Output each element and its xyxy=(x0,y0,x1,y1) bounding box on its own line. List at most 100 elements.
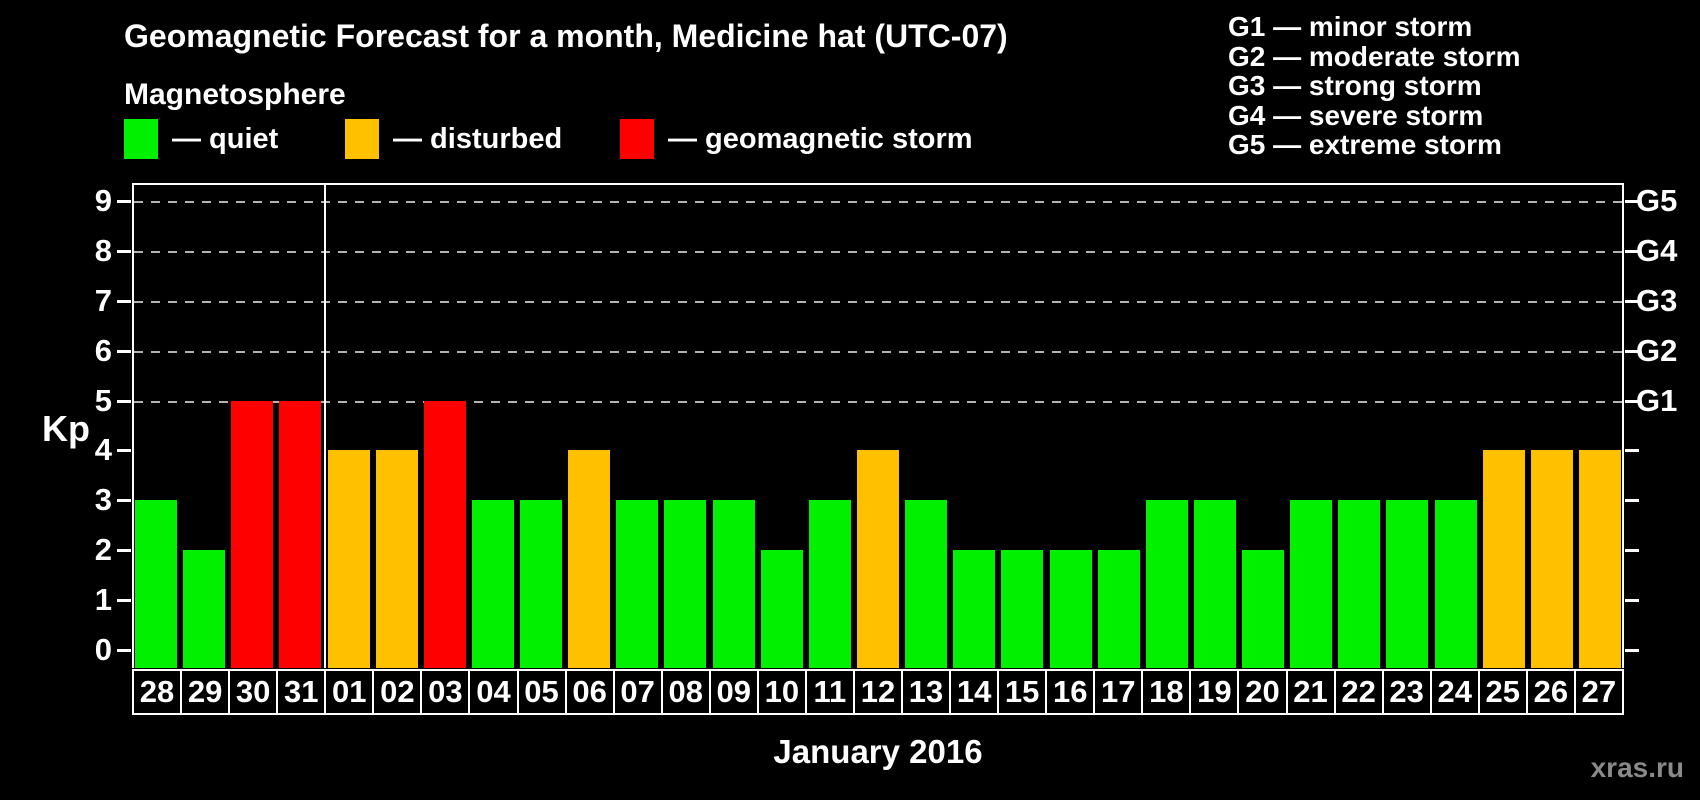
y-axis-tick-6 xyxy=(117,349,131,353)
legend-item-label: — quiet xyxy=(172,122,279,155)
y-axis-label-1: 1 xyxy=(94,582,112,618)
storm-scale-legend-line-g5: G5 — extreme storm xyxy=(1228,129,1502,161)
right-axis-tick-5 xyxy=(1625,399,1639,403)
kp-bar-day-14 xyxy=(953,550,996,668)
y-axis-label-2: 2 xyxy=(94,532,112,568)
right-axis-label-g1: G1 xyxy=(1636,382,1678,418)
day-label-03: 03 xyxy=(420,669,471,715)
kp-bar-day-01 xyxy=(327,450,370,668)
x-axis-day-labels: 28 29 30 31 01 02 03 04 05 06 07 08 09 10 11 12 13 14 15 16… xyxy=(132,669,1624,715)
y-axis-tick-3 xyxy=(117,499,131,503)
day-label-29: 29 xyxy=(180,669,231,715)
kp-bar-day-08 xyxy=(664,500,707,668)
day-label-23: 23 xyxy=(1381,669,1432,715)
day-label-16: 16 xyxy=(1045,669,1096,715)
kp-bar-day-31 xyxy=(279,400,322,668)
right-axis-tick-3 xyxy=(1625,499,1639,503)
kp-bar-day-19 xyxy=(1193,500,1236,668)
right-axis-label-g3: G3 xyxy=(1636,282,1678,318)
disturbed-color-swatch-icon xyxy=(345,119,379,159)
y-axis-tick-8 xyxy=(117,249,131,253)
gridline-kp8 xyxy=(134,250,1622,253)
y-axis-label-5: 5 xyxy=(94,382,112,418)
day-label-18: 18 xyxy=(1141,669,1192,715)
right-axis-tick-1 xyxy=(1625,599,1639,603)
day-label-22: 22 xyxy=(1333,669,1384,715)
right-axis-tick-4 xyxy=(1625,449,1639,453)
kp-bar-day-28 xyxy=(135,500,178,668)
day-label-02: 02 xyxy=(372,669,423,715)
y-axis-tick-1 xyxy=(117,599,131,603)
day-label-15: 15 xyxy=(997,669,1048,715)
storm-color-swatch-icon xyxy=(620,119,654,159)
plot-area xyxy=(132,183,1624,668)
day-label-08: 08 xyxy=(660,669,711,715)
gridline-kp6 xyxy=(134,350,1622,353)
day-label-21: 21 xyxy=(1285,669,1336,715)
magnetosphere-legend: — quiet — disturbed — geomagnetic storm xyxy=(0,118,1100,160)
y-axis-tick-2 xyxy=(117,549,131,553)
kp-bar-day-18 xyxy=(1145,500,1188,668)
y-axis-label-7: 7 xyxy=(94,282,112,318)
kp-bar-day-16 xyxy=(1049,550,1092,668)
right-axis-tick-8 xyxy=(1625,249,1639,253)
day-label-01: 01 xyxy=(324,669,375,715)
magnetosphere-label: Magnetosphere xyxy=(124,78,346,111)
gridline-kp7 xyxy=(134,300,1622,303)
day-label-28: 28 xyxy=(132,669,183,715)
legend-item-label: — disturbed xyxy=(393,122,563,155)
kp-bar-day-04 xyxy=(471,500,514,668)
x-axis-title: January 2016 xyxy=(773,733,983,770)
kp-bar-day-27 xyxy=(1578,450,1621,668)
kp-bar-day-03 xyxy=(423,400,466,668)
storm-scale-legend-line-g1: G1 — minor storm xyxy=(1228,11,1473,42)
day-label-26: 26 xyxy=(1525,669,1576,715)
day-label-14: 14 xyxy=(949,669,1000,715)
kp-bar-day-25 xyxy=(1482,450,1525,668)
y-axis-tick-0 xyxy=(117,649,131,652)
legend-item-disturbed: — disturbed xyxy=(345,118,562,160)
quiet-color-swatch-icon xyxy=(124,119,158,159)
kp-bar-day-15 xyxy=(1001,550,1044,668)
plot-top-border xyxy=(132,183,1624,185)
storm-scale-legend-line-g2: G2 — moderate storm xyxy=(1228,40,1521,72)
y-axis-label-6: 6 xyxy=(94,332,112,368)
month-separator-line xyxy=(323,183,326,668)
day-label-24: 24 xyxy=(1429,669,1480,715)
kp-bar-day-13 xyxy=(905,500,948,668)
y-axis-tick-5 xyxy=(117,399,131,403)
right-axis-tick-7 xyxy=(1625,299,1639,303)
y-axis-label-0: 0 xyxy=(94,632,112,667)
day-label-20: 20 xyxy=(1237,669,1288,715)
kp-bar-day-11 xyxy=(808,500,851,668)
right-axis-line xyxy=(1622,183,1624,668)
day-label-30: 30 xyxy=(228,669,279,715)
day-label-31: 31 xyxy=(276,669,327,715)
kp-bar-day-22 xyxy=(1338,500,1381,668)
y-axis-label-4: 4 xyxy=(94,432,112,468)
kp-bar-day-02 xyxy=(375,450,418,668)
right-axis-tick-0 xyxy=(1625,649,1639,652)
gridline-kp5 xyxy=(134,400,1622,403)
chart-title: Geomagnetic Forecast for a month, Medici… xyxy=(124,18,1008,54)
kp-bar-day-30 xyxy=(231,400,274,668)
day-label-17: 17 xyxy=(1093,669,1144,715)
kp-bar-day-24 xyxy=(1434,500,1477,668)
y-axis-tick-7 xyxy=(117,299,131,303)
day-label-07: 07 xyxy=(612,669,663,715)
kp-bar-day-21 xyxy=(1290,500,1333,668)
day-label-13: 13 xyxy=(901,669,952,715)
gridline-kp9 xyxy=(134,200,1622,203)
kp-bar-day-07 xyxy=(616,500,659,668)
legend-item-quiet: — quiet xyxy=(124,118,278,160)
kp-bar-day-17 xyxy=(1097,550,1140,668)
day-label-11: 11 xyxy=(804,669,855,715)
y-axis-label-9: 9 xyxy=(94,182,112,218)
day-label-10: 10 xyxy=(756,669,807,715)
legend-item-label: — geomagnetic storm xyxy=(668,122,973,155)
legend-item-storm: — geomagnetic storm xyxy=(620,118,973,160)
day-label-25: 25 xyxy=(1477,669,1528,715)
y-axis-tick-4 xyxy=(117,449,131,453)
day-label-04: 04 xyxy=(468,669,519,715)
